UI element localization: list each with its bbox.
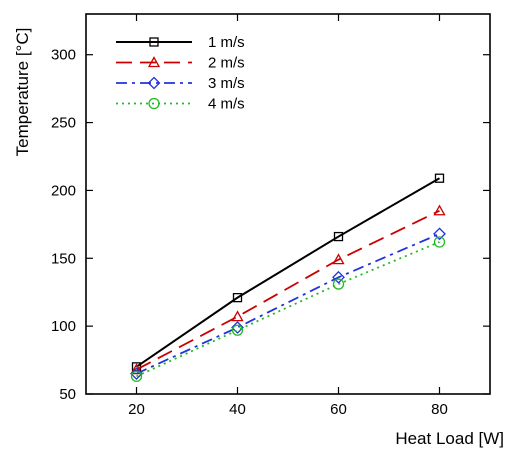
plot-frame	[85, 13, 491, 395]
data-point	[232, 292, 243, 303]
data-point	[231, 321, 244, 334]
y-tick-label: 200	[51, 182, 76, 199]
legend-marker	[147, 56, 161, 68]
x-tick-label: 80	[431, 401, 448, 418]
data-point	[231, 310, 244, 322]
legend: 1 m/s 2 m/s 3 m/s 4 m/s	[116, 34, 245, 113]
data-point	[332, 253, 345, 265]
legend-label: 1 m/s	[208, 34, 245, 51]
data-point	[332, 270, 345, 284]
legend-item: 2 m/s	[116, 55, 245, 72]
data-point	[333, 231, 344, 242]
y-axis-title: Temperature [°C]	[13, 28, 32, 157]
legend-marker	[148, 97, 160, 110]
series-layer	[130, 173, 446, 383]
legend-marker	[149, 37, 159, 47]
x-axis-title: Heat Load [W]	[395, 429, 504, 448]
data-point	[332, 278, 345, 290]
data-point	[433, 227, 446, 241]
series-line	[136, 209, 440, 371]
data-point	[433, 204, 446, 216]
y-tick-label: 50	[59, 386, 76, 403]
series-2	[130, 204, 446, 375]
series-1	[131, 173, 445, 372]
data-point	[231, 324, 244, 336]
legend-label: 3 m/s	[208, 75, 245, 92]
axes: 20 40 60 80 50 100 150 200 250 300	[51, 13, 491, 418]
legend-label: 2 m/s	[208, 55, 245, 72]
legend-label: 4 m/s	[208, 96, 245, 113]
series-line	[135, 177, 441, 368]
legend-item: 1 m/s	[116, 34, 245, 51]
data-point	[130, 370, 143, 383]
y-tick-label: 300	[51, 47, 76, 64]
x-tick-label: 20	[128, 401, 145, 418]
data-point	[130, 367, 143, 381]
legend-marker	[147, 76, 161, 90]
series-line	[136, 241, 440, 378]
y-tick-label: 150	[51, 250, 76, 267]
series-4	[130, 236, 446, 383]
legend-item: 4 m/s	[116, 96, 245, 113]
legend-item: 3 m/s	[116, 75, 245, 92]
data-point	[434, 173, 445, 183]
y-tick-label: 250	[51, 115, 76, 132]
series-line	[136, 233, 440, 375]
data-point	[433, 236, 446, 248]
x-tick-label: 60	[330, 401, 347, 418]
y-tick-label: 100	[51, 318, 76, 335]
x-tick-label: 40	[229, 401, 246, 418]
series-3	[130, 227, 446, 381]
